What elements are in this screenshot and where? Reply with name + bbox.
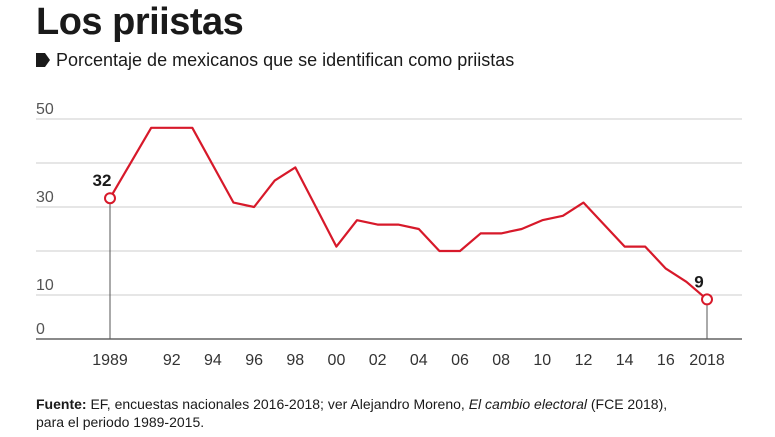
source-text-after: (FCE 2018),	[586, 396, 668, 412]
x-tick-label: 08	[492, 352, 510, 369]
subtitle-row: Porcentaje de mexicanos que se identific…	[36, 50, 514, 70]
source-line-2: para el periodo 1989-2015.	[36, 414, 205, 430]
series-layer	[108, 126, 709, 339]
subtitle-marker-icon	[36, 53, 50, 67]
x-tick-label: 92	[163, 352, 181, 369]
chart-title: Los priistas	[36, 1, 244, 43]
y-tick-label: 0	[36, 321, 45, 338]
series-line	[108, 126, 709, 301]
data-label: 9	[694, 272, 703, 291]
x-tick-label: 2018	[689, 352, 725, 369]
x-tick-label: 94	[204, 352, 222, 369]
source-note: Fuente: EF, encuestas nacionales 2016-20…	[36, 395, 736, 431]
x-tick-label: 10	[533, 352, 551, 369]
line-chart: 0 10 30 50 1989 92 94 96 98 00 02 04 06 08 10 12 14 16 201…	[36, 101, 742, 369]
source-label: Fuente:	[36, 396, 87, 412]
x-tick-label: 04	[410, 352, 428, 369]
source-text: EF, encuestas nacionales 2016-2018; ver …	[86, 396, 469, 412]
grid-layer	[36, 118, 742, 296]
y-tick-label: 10	[36, 277, 54, 294]
x-tick-label: 06	[451, 352, 469, 369]
data-point-marker	[104, 192, 116, 205]
chart-subtitle: Porcentaje de mexicanos que se identific…	[56, 50, 515, 70]
x-tick-label: 14	[616, 352, 634, 369]
x-tick-label: 12	[575, 352, 593, 369]
y-tick-label: 50	[36, 101, 54, 118]
x-tick-label: 16	[657, 352, 675, 369]
axis-layer: 0 10 30 50 1989 92 94 96 98 00 02 04 06 08 10 12 14 16 201…	[36, 101, 742, 369]
y-tick-label: 30	[36, 189, 54, 206]
x-tick-label: 96	[245, 352, 263, 369]
x-tick-label: 02	[369, 352, 387, 369]
data-label: 32	[93, 171, 112, 190]
x-tick-label: 98	[286, 352, 304, 369]
data-point-marker	[701, 293, 713, 306]
x-tick-label: 1989	[92, 352, 128, 369]
label-layer: 32 9	[93, 171, 713, 306]
x-tick-label: 00	[328, 352, 346, 369]
source-book-title: El cambio electoral	[468, 396, 587, 412]
